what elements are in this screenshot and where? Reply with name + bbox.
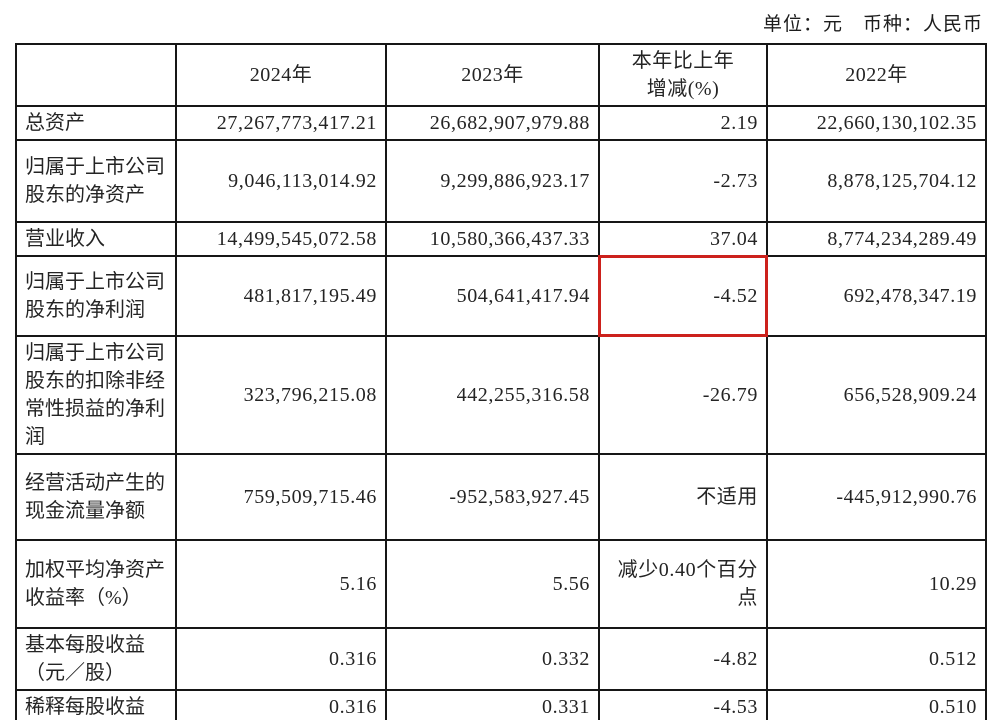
value-2023: 442,255,316.58: [385, 335, 600, 455]
value-change: -4.82: [598, 627, 768, 691]
value-2023: 10,580,366,437.33: [385, 221, 600, 257]
value-2022: 8,878,125,704.12: [766, 139, 987, 223]
header-change: 本年比上年 增减(%): [598, 43, 768, 107]
value-2023: 9,299,886,923.17: [385, 139, 600, 223]
row-label: 总资产: [15, 105, 177, 141]
value-2024: 9,046,113,014.92: [175, 139, 387, 223]
value-change: 减少0.40个百分点: [598, 539, 768, 629]
row-label: 稀释每股收益: [15, 689, 177, 720]
value-change: 37.04: [598, 221, 768, 257]
table-row-net-assets: 归属于上市公司股东的净资产 9,046,113,014.92 9,299,886…: [15, 139, 987, 223]
value-2024: 0.316: [175, 689, 387, 720]
row-label: 归属于上市公司股东的净资产: [15, 139, 177, 223]
table-row-revenue: 营业收入 14,499,545,072.58 10,580,366,437.33…: [15, 221, 987, 257]
value-2024: 27,267,773,417.21: [175, 105, 387, 141]
value-2022: 656,528,909.24: [766, 335, 987, 455]
header-2024: 2024年: [175, 43, 387, 107]
value-2023: 26,682,907,979.88: [385, 105, 600, 141]
value-2022: 0.510: [766, 689, 987, 720]
value-2024: 759,509,715.46: [175, 453, 387, 541]
table-row-total-assets: 总资产 27,267,773,417.21 26,682,907,979.88 …: [15, 105, 987, 141]
value-2023: 504,641,417.94: [385, 255, 600, 337]
value-2024: 5.16: [175, 539, 387, 629]
highlighted-change-cell: -4.52: [598, 255, 768, 337]
row-label: 加权平均净资产收益率（%）: [15, 539, 177, 629]
value-2024: 14,499,545,072.58: [175, 221, 387, 257]
value-2024: 323,796,215.08: [175, 335, 387, 455]
table-row-diluted-eps: 稀释每股收益 0.316 0.331 -4.53 0.510: [15, 689, 987, 720]
table-row-basic-eps: 基本每股收益（元／股） 0.316 0.332 -4.82 0.512: [15, 627, 987, 691]
header-2022: 2022年: [766, 43, 987, 107]
table-row-weighted-avg-roe: 加权平均净资产收益率（%） 5.16 5.56 减少0.40个百分点 10.29: [15, 539, 987, 629]
value-change: 2.19: [598, 105, 768, 141]
header-2023: 2023年: [385, 43, 600, 107]
value-2022: 22,660,130,102.35: [766, 105, 987, 141]
value-2023: 0.332: [385, 627, 600, 691]
table-row-net-profit: 归属于上市公司股东的净利润 481,817,195.49 504,641,417…: [15, 255, 987, 337]
value-2022: 692,478,347.19: [766, 255, 987, 337]
value-change: -4.53: [598, 689, 768, 720]
value-change: -26.79: [598, 335, 768, 455]
unit-currency-note: 单位：元 币种：人民币: [762, 14, 983, 35]
value-2023: 5.56: [385, 539, 600, 629]
value-2023: 0.331: [385, 689, 600, 720]
table-row-net-profit-excl-nonrecurring: 归属于上市公司股东的扣除非经常性损益的净利润 323,796,215.08 44…: [15, 335, 987, 455]
row-label: 营业收入: [15, 221, 177, 257]
value-2022: 0.512: [766, 627, 987, 691]
table-row-operating-cash-flow: 经营活动产生的现金流量净额 759,509,715.46 -952,583,92…: [15, 453, 987, 541]
row-label: 归属于上市公司股东的扣除非经常性损益的净利润: [15, 335, 177, 455]
value-change: -2.73: [598, 139, 768, 223]
header-row: 2024年 2023年 本年比上年 增减(%) 2022年: [15, 43, 987, 107]
value-2022: 10.29: [766, 539, 987, 629]
row-label: 基本每股收益（元／股）: [15, 627, 177, 691]
header-blank: [15, 43, 177, 107]
value-2024: 0.316: [175, 627, 387, 691]
value-change: 不适用: [598, 453, 768, 541]
value-2022: -445,912,990.76: [766, 453, 987, 541]
row-label: 归属于上市公司股东的净利润: [15, 255, 177, 337]
value-2023: -952,583,927.45: [385, 453, 600, 541]
value-2022: 8,774,234,289.49: [766, 221, 987, 257]
financial-summary-table: 2024年 2023年 本年比上年 增减(%) 2022年 总资产 27,267…: [15, 43, 987, 720]
row-label: 经营活动产生的现金流量净额: [15, 453, 177, 541]
value-2024: 481,817,195.49: [175, 255, 387, 337]
